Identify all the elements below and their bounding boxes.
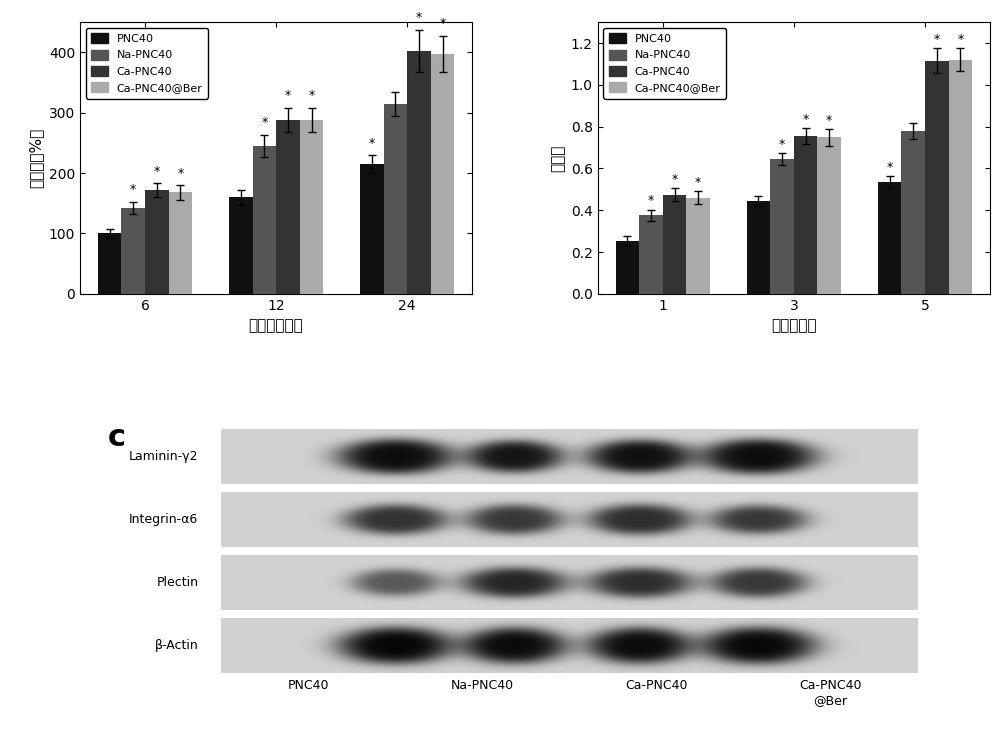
Text: *: * xyxy=(648,194,654,207)
Bar xyxy=(253,146,276,294)
Text: b: b xyxy=(610,30,631,59)
Bar xyxy=(901,131,925,294)
Bar xyxy=(770,159,794,294)
Bar xyxy=(229,197,253,294)
Text: Laminin-γ2: Laminin-γ2 xyxy=(129,450,198,463)
Text: *: * xyxy=(779,138,785,151)
Text: *: * xyxy=(369,137,375,150)
Text: Integrin-α6: Integrin-α6 xyxy=(129,513,198,526)
Text: *: * xyxy=(261,116,267,129)
Bar xyxy=(384,104,407,294)
Bar xyxy=(407,51,431,294)
Legend: PNC40, Na-PNC40, Ca-PNC40, Ca-PNC40@Ber: PNC40, Na-PNC40, Ca-PNC40, Ca-PNC40@Ber xyxy=(603,27,726,99)
Bar xyxy=(169,192,192,294)
Bar xyxy=(639,215,663,294)
Bar xyxy=(616,240,639,294)
Bar xyxy=(925,61,949,294)
Text: β-Actin: β-Actin xyxy=(155,639,198,652)
Text: *: * xyxy=(886,161,893,174)
Y-axis label: 吸光度: 吸光度 xyxy=(550,145,565,171)
Bar xyxy=(121,209,145,294)
Text: Na-PNC40: Na-PNC40 xyxy=(451,680,514,692)
Bar xyxy=(276,120,300,294)
Text: Ca-PNC40
@Ber: Ca-PNC40 @Ber xyxy=(799,680,861,707)
Text: *: * xyxy=(154,165,160,178)
Text: *: * xyxy=(957,33,963,46)
X-axis label: 时间（天）: 时间（天） xyxy=(771,318,817,333)
Text: Ca-PNC40: Ca-PNC40 xyxy=(625,680,687,692)
Bar xyxy=(300,120,323,294)
Text: c: c xyxy=(107,422,125,452)
Text: *: * xyxy=(308,89,315,102)
Text: PNC40: PNC40 xyxy=(287,680,329,692)
Bar xyxy=(794,136,817,294)
Text: *: * xyxy=(803,113,809,125)
Text: *: * xyxy=(826,114,832,127)
Bar xyxy=(686,197,710,294)
Text: *: * xyxy=(671,173,678,186)
Text: *: * xyxy=(416,11,422,24)
Text: *: * xyxy=(934,33,940,46)
Bar xyxy=(949,60,972,294)
Legend: PNC40, Na-PNC40, Ca-PNC40, Ca-PNC40@Ber: PNC40, Na-PNC40, Ca-PNC40, Ca-PNC40@Ber xyxy=(86,27,208,99)
Text: Plectin: Plectin xyxy=(156,576,198,589)
Y-axis label: 粘附率（%）: 粘附率（%） xyxy=(28,128,43,188)
Bar xyxy=(817,137,841,294)
Text: *: * xyxy=(439,16,446,30)
Bar xyxy=(98,234,121,294)
Bar xyxy=(878,182,901,294)
Bar xyxy=(663,194,686,294)
Bar xyxy=(747,201,770,294)
Text: a: a xyxy=(92,30,112,59)
Text: *: * xyxy=(285,89,291,102)
X-axis label: 时间（小时）: 时间（小时） xyxy=(249,318,303,333)
Text: *: * xyxy=(177,168,184,180)
Bar xyxy=(145,190,169,294)
Text: *: * xyxy=(130,183,136,196)
Text: *: * xyxy=(695,177,701,189)
Bar xyxy=(360,164,384,294)
Bar xyxy=(431,53,454,294)
